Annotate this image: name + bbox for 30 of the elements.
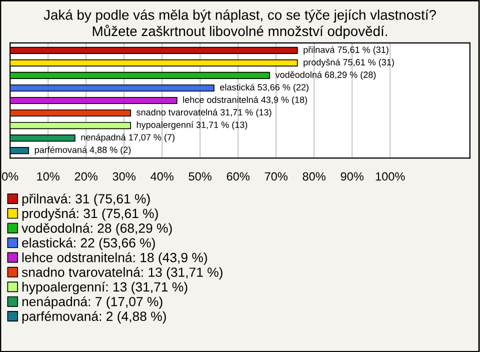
legend-label: voděodolná: 28 (68,29 %) xyxy=(22,222,172,236)
legend-label: snadno tvarovatelná: 13 (31,71 %) xyxy=(22,267,222,280)
x-tick-label: 90% xyxy=(340,172,364,181)
data-label: hypoalergenní 31,71 % (13) xyxy=(136,121,248,130)
x-tick-label: 40% xyxy=(150,172,174,181)
x-tick-label: 80% xyxy=(302,172,326,181)
legend-label: hypoalergenní: 13 (31,71 %) xyxy=(22,282,188,294)
data-label: přilnavá 75,61 % (31) xyxy=(304,46,388,55)
legend-label: elastická: 22 (53,66 %) xyxy=(22,238,155,250)
data-label: snadno tvarovatelná 31,71 % (13) xyxy=(136,108,272,118)
x-tick-label: 70% xyxy=(264,172,288,181)
data-label: prodyšná 75,61 % (31) xyxy=(304,58,394,68)
data-label: lehce odstranitelná 43,9 % (18) xyxy=(183,96,308,105)
x-tick-label: 60% xyxy=(226,172,250,181)
legend-label: prodyšná: 31 (75,61 %) xyxy=(22,208,158,221)
data-label: parfémovaná 4,88 % (2) xyxy=(34,146,131,155)
legend-label: přilnavá: 31 (75,61 %) xyxy=(22,194,150,206)
data-label: elastická 53,66 % (22) xyxy=(220,84,308,92)
x-tick-label: 100% xyxy=(376,172,405,181)
chart-title: Jaká by podle vás měla být náplast, co se týče jejích vlastností? Můžete zaškrtnout libovolné množství odpovědí. xyxy=(44,9,436,39)
legend-label: nenápadná: 7 (17,07 %) xyxy=(22,296,162,309)
legend-label: lehce odstranitelná: 18 (43,9 %) xyxy=(22,252,208,265)
data-label: voděodolná 68,29 % (28) xyxy=(275,71,376,80)
x-tick-label: 50% xyxy=(188,172,212,181)
x-tick-label: 0% xyxy=(2,172,18,181)
x-tick-label: 20% xyxy=(74,172,98,181)
data-label: nenápadná 17,07 % (7) xyxy=(81,134,174,142)
x-tick-label: 30% xyxy=(112,172,136,181)
x-tick-label: 10% xyxy=(37,172,60,181)
legend-label: parfémovaná: 2 (4,88 %) xyxy=(22,311,166,324)
